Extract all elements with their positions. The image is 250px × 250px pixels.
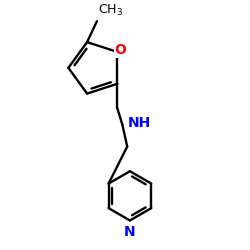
Text: N: N: [124, 225, 136, 239]
Text: CH$_3$: CH$_3$: [98, 3, 123, 18]
Text: NH: NH: [128, 116, 151, 130]
Text: O: O: [115, 43, 126, 57]
